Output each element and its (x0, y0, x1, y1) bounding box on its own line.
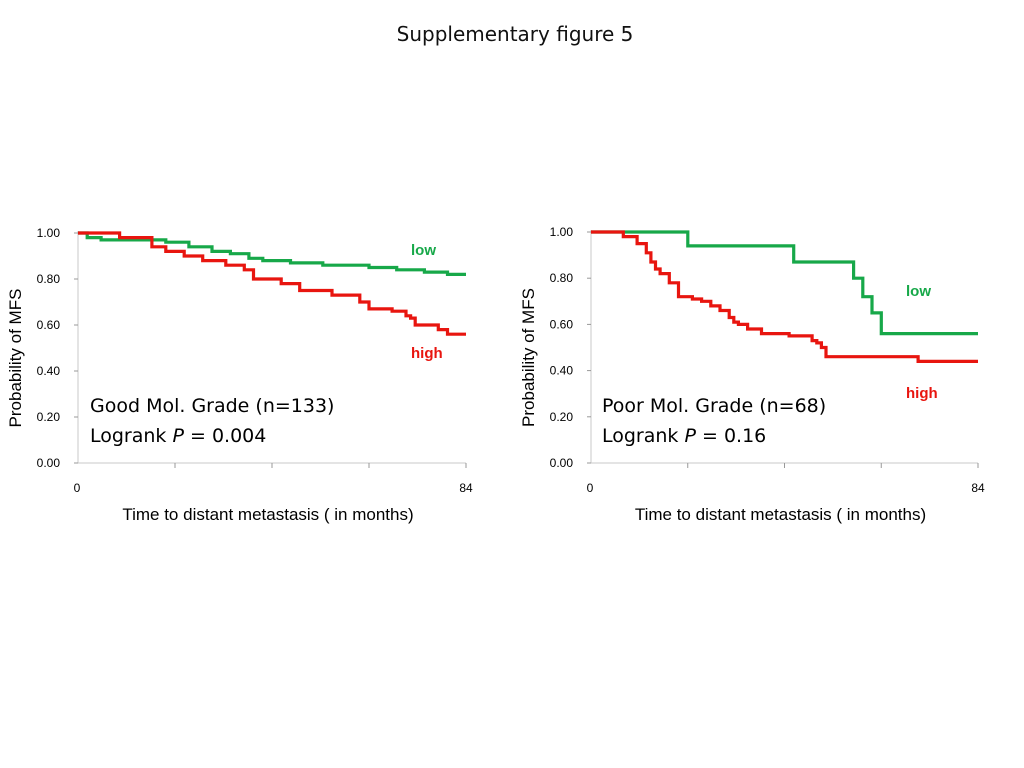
x-tick-label: 0 (587, 481, 594, 495)
y-axis-title: Probability of MFS (519, 288, 538, 427)
y-tick-label: 0.40 (37, 364, 61, 378)
x-tick-label: 84 (971, 481, 985, 495)
x-axis-title: Time to distant metastasis ( in months) (635, 505, 926, 524)
y-axis-title: Probability of MFS (6, 289, 25, 428)
km-curve-low (591, 230, 978, 336)
y-tick-label: 0.60 (550, 317, 574, 331)
y-tick-label: 0.80 (550, 271, 574, 285)
annotation-group: Poor Mol. Grade (n=68) (602, 395, 826, 417)
y-tick-label: 0.60 (37, 318, 61, 332)
y-tick-label: 0.20 (37, 410, 61, 424)
y-tick-label: 0.00 (550, 456, 574, 470)
series-label-low: low (906, 283, 931, 300)
y-tick-label: 0.00 (37, 456, 61, 470)
km-curve-low (78, 231, 466, 276)
series-label-high: high (906, 385, 938, 402)
y-tick-label: 1.00 (37, 226, 61, 240)
y-tick-label: 0.20 (550, 410, 574, 424)
logrank-prefix: Logrank (602, 425, 684, 447)
x-tick-label: 84 (459, 481, 473, 495)
logrank-value: = 0.16 (696, 425, 766, 447)
annotation-group: Good Mol. Grade (n=133) (90, 395, 334, 417)
km-curve-high (591, 230, 978, 363)
series-label-high: high (411, 345, 443, 362)
annotation-logrank: Logrank P = 0.16 (602, 425, 766, 447)
km-curve-high (78, 231, 466, 336)
series-label-low: low (411, 242, 436, 259)
annotation-logrank: Logrank P = 0.004 (90, 425, 266, 447)
logrank-p: P (684, 425, 696, 447)
x-tick-label: 0 (74, 481, 81, 495)
y-tick-label: 0.40 (550, 364, 574, 378)
x-axis-title: Time to distant metastasis ( in months) (122, 505, 413, 524)
y-tick-label: 0.80 (37, 272, 61, 286)
logrank-value: = 0.004 (184, 425, 266, 447)
logrank-p: P (172, 425, 184, 447)
y-tick-label: 1.00 (550, 225, 574, 239)
page-title: Supplementary figure 5 (396, 22, 634, 46)
logrank-prefix: Logrank (90, 425, 172, 447)
